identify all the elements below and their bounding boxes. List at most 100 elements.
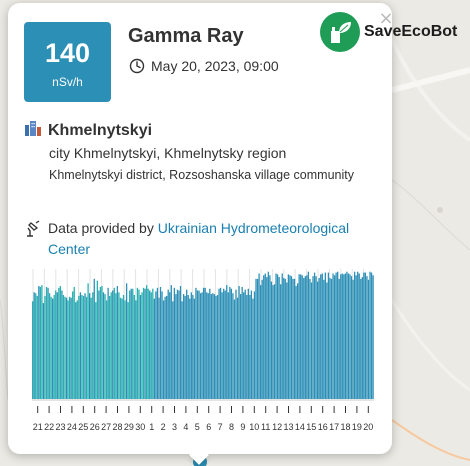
- chart-bar[interactable]: [246, 295, 248, 399]
- chart-bar[interactable]: [170, 285, 172, 399]
- chart-bar[interactable]: [249, 295, 251, 399]
- chart-bar[interactable]: [215, 295, 217, 399]
- chart-bar[interactable]: [223, 288, 225, 399]
- chart-bar[interactable]: [239, 294, 242, 399]
- chart-bar[interactable]: [252, 298, 254, 399]
- chart-bar[interactable]: [207, 293, 209, 399]
- chart-bar[interactable]: [266, 277, 268, 399]
- chart-bar[interactable]: [273, 284, 276, 399]
- chart-bar[interactable]: [78, 295, 80, 399]
- chart-bar[interactable]: [317, 281, 319, 399]
- chart-bar[interactable]: [124, 300, 126, 399]
- chart-bar[interactable]: [42, 303, 45, 399]
- chart-bar[interactable]: [96, 280, 98, 399]
- chart-bar[interactable]: [293, 278, 296, 399]
- chart-bar[interactable]: [104, 294, 106, 399]
- chart-bar[interactable]: [355, 275, 357, 399]
- chart-bar[interactable]: [206, 292, 208, 399]
- chart-bar[interactable]: [184, 295, 186, 399]
- saveecobot-logo[interactable]: SaveEcoBot: [320, 12, 457, 52]
- chart-bar[interactable]: [47, 287, 49, 399]
- chart-bar[interactable]: [272, 285, 274, 399]
- chart-bar[interactable]: [98, 290, 100, 399]
- chart-bar[interactable]: [195, 287, 197, 399]
- chart-bar[interactable]: [281, 273, 283, 399]
- chart-bar[interactable]: [179, 286, 182, 399]
- chart-bar[interactable]: [116, 286, 119, 399]
- chart-bar[interactable]: [312, 276, 314, 399]
- chart-bar[interactable]: [289, 275, 291, 399]
- chart-bar[interactable]: [135, 300, 137, 399]
- chart-bar[interactable]: [112, 290, 114, 399]
- chart-bar[interactable]: [138, 289, 140, 399]
- chart-bar[interactable]: [372, 275, 374, 399]
- chart-bar[interactable]: [99, 286, 102, 399]
- chart-bar[interactable]: [320, 274, 322, 399]
- chart-bar[interactable]: [238, 286, 240, 399]
- chart-bar[interactable]: [110, 292, 112, 399]
- chart-bar[interactable]: [233, 299, 236, 399]
- chart-bar[interactable]: [64, 296, 66, 399]
- chart-bar[interactable]: [65, 297, 68, 399]
- chart-bar[interactable]: [41, 285, 43, 399]
- chart-bar[interactable]: [286, 282, 288, 399]
- chart-bar[interactable]: [243, 292, 245, 399]
- chart-bar[interactable]: [307, 271, 310, 399]
- chart-bar[interactable]: [147, 288, 149, 399]
- chart-bar[interactable]: [318, 277, 320, 399]
- chart-bar[interactable]: [341, 273, 343, 399]
- chart-bar[interactable]: [216, 295, 219, 399]
- chart-bar[interactable]: [87, 283, 89, 399]
- chart-bar[interactable]: [173, 287, 176, 399]
- chart-bar[interactable]: [244, 289, 246, 399]
- chart-bar[interactable]: [121, 298, 123, 399]
- chart-bar[interactable]: [68, 296, 71, 399]
- chart-bar[interactable]: [298, 274, 300, 399]
- chart-bar[interactable]: [109, 295, 111, 399]
- chart-bar[interactable]: [58, 287, 60, 399]
- chart-bar[interactable]: [125, 283, 128, 399]
- chart-bar[interactable]: [338, 278, 340, 399]
- chart-bar[interactable]: [33, 292, 35, 399]
- chart-bar[interactable]: [213, 294, 216, 399]
- chart-bar[interactable]: [164, 296, 166, 399]
- chart-bar[interactable]: [167, 289, 169, 399]
- chart-bar[interactable]: [169, 292, 171, 399]
- chart-bar[interactable]: [166, 295, 168, 399]
- chart-bar[interactable]: [79, 292, 82, 399]
- chart-bar[interactable]: [212, 293, 214, 399]
- chart-bar[interactable]: [118, 292, 120, 399]
- chart-bar[interactable]: [275, 273, 277, 399]
- chart-bar[interactable]: [55, 290, 57, 399]
- chart-bar[interactable]: [235, 289, 237, 399]
- chart-bar[interactable]: [156, 287, 159, 399]
- chart-bar[interactable]: [101, 286, 103, 399]
- chart-bar[interactable]: [221, 292, 223, 399]
- chart-bar[interactable]: [129, 290, 131, 399]
- chart-bar[interactable]: [56, 292, 58, 399]
- chart-bar[interactable]: [219, 287, 222, 399]
- chart-bar[interactable]: [301, 275, 303, 399]
- chart-bar[interactable]: [198, 290, 200, 399]
- chart-bar[interactable]: [139, 295, 142, 399]
- chart-bar[interactable]: [159, 286, 162, 399]
- chart-bar[interactable]: [38, 286, 40, 399]
- chart-bar[interactable]: [321, 273, 323, 399]
- chart-bar[interactable]: [190, 292, 192, 399]
- chart-bar[interactable]: [258, 273, 260, 399]
- chart-bar[interactable]: [76, 300, 78, 399]
- chart-bar[interactable]: [146, 285, 148, 399]
- chart-bar[interactable]: [201, 292, 203, 399]
- chart-bar[interactable]: [175, 294, 177, 399]
- chart-bar[interactable]: [253, 291, 256, 399]
- chart-bar[interactable]: [267, 271, 269, 399]
- chart-bar[interactable]: [35, 293, 37, 399]
- chart-bar[interactable]: [313, 272, 316, 399]
- chart-bar[interactable]: [226, 285, 228, 399]
- chart-bar[interactable]: [263, 275, 265, 399]
- chart-bar[interactable]: [133, 295, 135, 399]
- chart-bar[interactable]: [178, 290, 180, 399]
- chart-bar[interactable]: [283, 277, 285, 399]
- chart-bar[interactable]: [176, 289, 179, 399]
- chart-bar[interactable]: [269, 275, 271, 399]
